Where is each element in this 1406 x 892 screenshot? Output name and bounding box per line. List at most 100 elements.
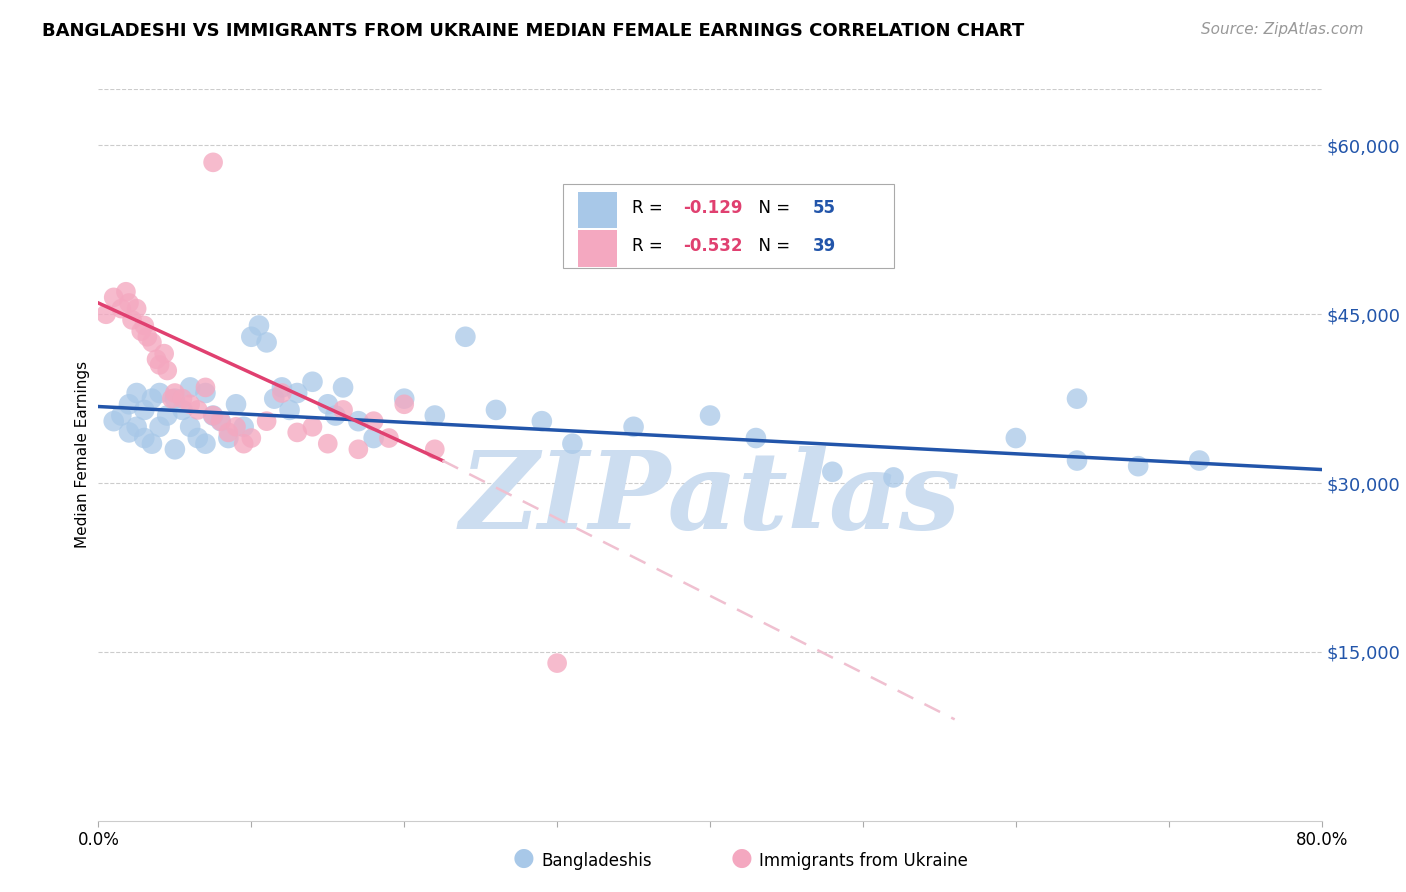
Point bbox=[121, 313, 143, 327]
Point bbox=[179, 397, 201, 411]
Point bbox=[187, 431, 209, 445]
Point bbox=[217, 425, 239, 440]
Point bbox=[821, 465, 844, 479]
Y-axis label: Median Female Earnings: Median Female Earnings bbox=[75, 361, 90, 549]
Point bbox=[118, 425, 141, 440]
Text: ●: ● bbox=[512, 846, 534, 870]
Point bbox=[115, 285, 138, 299]
Text: N =: N = bbox=[748, 237, 796, 255]
Point bbox=[136, 330, 159, 344]
Point bbox=[134, 403, 156, 417]
Point bbox=[209, 414, 232, 428]
Point bbox=[1128, 459, 1150, 474]
Point bbox=[118, 296, 141, 310]
FancyBboxPatch shape bbox=[578, 192, 617, 227]
Point bbox=[485, 403, 508, 417]
Point bbox=[454, 330, 477, 344]
Point bbox=[129, 324, 152, 338]
Point bbox=[153, 346, 176, 360]
Point bbox=[225, 419, 247, 434]
Point bbox=[217, 431, 239, 445]
Point bbox=[149, 386, 172, 401]
Point bbox=[125, 301, 148, 316]
Point bbox=[163, 442, 186, 457]
Point bbox=[232, 436, 254, 450]
Text: Immigrants from Ukraine: Immigrants from Ukraine bbox=[759, 852, 969, 870]
Point bbox=[240, 431, 263, 445]
Point bbox=[247, 318, 270, 333]
Point bbox=[883, 470, 905, 484]
Text: 55: 55 bbox=[813, 199, 835, 217]
FancyBboxPatch shape bbox=[578, 230, 617, 267]
Point bbox=[172, 392, 194, 406]
Point bbox=[301, 375, 323, 389]
Point bbox=[270, 380, 292, 394]
Point bbox=[332, 403, 354, 417]
Point bbox=[163, 386, 186, 401]
Text: ZIPatlas: ZIPatlas bbox=[460, 446, 960, 552]
Point bbox=[285, 425, 308, 440]
Point bbox=[141, 392, 163, 406]
Point bbox=[202, 155, 225, 169]
Point bbox=[325, 409, 347, 423]
Point bbox=[256, 414, 278, 428]
Point bbox=[392, 397, 416, 411]
Point bbox=[1066, 453, 1088, 467]
Text: ●: ● bbox=[730, 846, 752, 870]
Point bbox=[134, 318, 156, 333]
Point bbox=[125, 419, 148, 434]
Point bbox=[423, 409, 446, 423]
Point bbox=[103, 414, 125, 428]
Point bbox=[141, 436, 163, 450]
Point bbox=[392, 392, 416, 406]
Text: Bangladeshis: Bangladeshis bbox=[541, 852, 652, 870]
Point bbox=[256, 335, 278, 350]
Point bbox=[194, 436, 217, 450]
Point bbox=[160, 392, 183, 406]
Point bbox=[194, 386, 217, 401]
Point bbox=[332, 380, 354, 394]
Point bbox=[194, 380, 217, 394]
Point bbox=[179, 419, 201, 434]
Point bbox=[561, 436, 583, 450]
Point bbox=[278, 403, 301, 417]
Point bbox=[110, 409, 132, 423]
Point bbox=[110, 301, 132, 316]
Point bbox=[125, 386, 148, 401]
FancyBboxPatch shape bbox=[564, 185, 894, 268]
Point bbox=[1188, 453, 1211, 467]
Point bbox=[187, 403, 209, 417]
Point bbox=[623, 419, 645, 434]
Text: -0.129: -0.129 bbox=[683, 199, 742, 217]
Point bbox=[1004, 431, 1026, 445]
Point bbox=[134, 431, 156, 445]
Point bbox=[347, 442, 370, 457]
Point bbox=[423, 442, 446, 457]
Point bbox=[363, 414, 385, 428]
Text: N =: N = bbox=[748, 199, 796, 217]
Point bbox=[202, 409, 225, 423]
Point bbox=[546, 656, 568, 670]
Point bbox=[316, 397, 339, 411]
Point bbox=[316, 436, 339, 450]
Point bbox=[225, 397, 247, 411]
Text: Source: ZipAtlas.com: Source: ZipAtlas.com bbox=[1201, 22, 1364, 37]
Point bbox=[94, 307, 117, 321]
Point bbox=[149, 358, 172, 372]
Text: R =: R = bbox=[631, 237, 668, 255]
Point bbox=[1066, 392, 1088, 406]
Text: BANGLADESHI VS IMMIGRANTS FROM UKRAINE MEDIAN FEMALE EARNINGS CORRELATION CHART: BANGLADESHI VS IMMIGRANTS FROM UKRAINE M… bbox=[42, 22, 1025, 40]
Point bbox=[232, 419, 254, 434]
Text: R =: R = bbox=[631, 199, 668, 217]
Point bbox=[363, 431, 385, 445]
Text: 39: 39 bbox=[813, 237, 837, 255]
Point bbox=[530, 414, 553, 428]
Point bbox=[141, 335, 163, 350]
Point bbox=[347, 414, 370, 428]
Point bbox=[103, 290, 125, 304]
Point bbox=[263, 392, 285, 406]
Point bbox=[179, 380, 201, 394]
Point bbox=[145, 352, 167, 367]
Point bbox=[118, 397, 141, 411]
Point bbox=[699, 409, 721, 423]
